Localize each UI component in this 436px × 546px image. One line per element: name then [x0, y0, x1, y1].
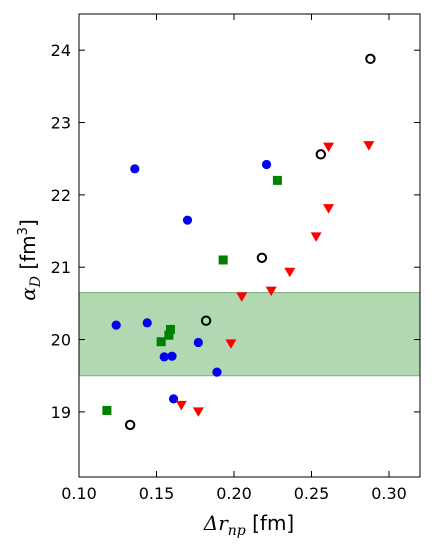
data-point-square: [156, 337, 166, 347]
data-point-open-circle: [315, 149, 326, 160]
data-point-triangle-down: [192, 407, 204, 417]
y-tick-label: 23: [51, 114, 71, 133]
y-tick-label: 22: [51, 186, 71, 205]
data-point-square: [218, 255, 228, 265]
y-tick-label: 24: [51, 41, 71, 60]
axis-ticks: 0.10 0.15 0.20 0.25 0.30 19 20 21 22 23 24: [51, 14, 420, 503]
data-point-open-circle: [124, 419, 136, 431]
data-point-circle: [159, 352, 169, 362]
data-point-circle: [167, 351, 177, 361]
data-point-open-circle: [365, 53, 376, 65]
data-point-circle: [130, 164, 140, 174]
plot-frame: [78, 13, 421, 478]
y-tick-label: 19: [51, 403, 71, 422]
data-point-triangle-down: [323, 142, 335, 153]
data-point-square: [102, 405, 112, 415]
data-point-circle: [168, 394, 179, 404]
data-point-circle: [182, 215, 193, 225]
data-point-square: [164, 330, 174, 340]
data-point-triangle-down: [265, 286, 277, 297]
data-point-square: [165, 324, 175, 334]
data-point-circle: [111, 320, 121, 330]
band: [78, 292, 421, 377]
data-point-triangle-down: [323, 204, 335, 214]
x-tick-label: 0.30: [371, 484, 407, 503]
data-point-open-circle: [200, 315, 212, 326]
x-tick-label: 0.15: [139, 484, 175, 503]
y-axis-label: αD [fm3]: [16, 219, 44, 301]
data-point-triangle-down: [236, 292, 248, 302]
x-axis-label: Δrnp [fm]: [203, 511, 295, 539]
data-point-circle: [193, 337, 203, 348]
data-point-triangle-down: [175, 400, 187, 411]
data-points: [102, 53, 376, 431]
data-point-circle: [142, 318, 152, 328]
data-point-square: [272, 175, 282, 185]
data-point-triangle-down: [363, 141, 375, 151]
y-tick-label: 21: [51, 258, 71, 277]
y-tick-label: 20: [51, 331, 71, 350]
data-point-circle: [212, 367, 222, 377]
data-point-triangle-down: [310, 232, 322, 242]
data-point-circle: [261, 159, 272, 170]
data-point-triangle-down: [225, 339, 237, 349]
x-tick-label: 0.20: [216, 484, 252, 503]
x-tick-label: 0.10: [61, 484, 97, 503]
data-point-triangle-down: [284, 267, 296, 278]
data-point-open-circle: [256, 252, 268, 263]
x-tick-label: 0.25: [294, 484, 330, 503]
